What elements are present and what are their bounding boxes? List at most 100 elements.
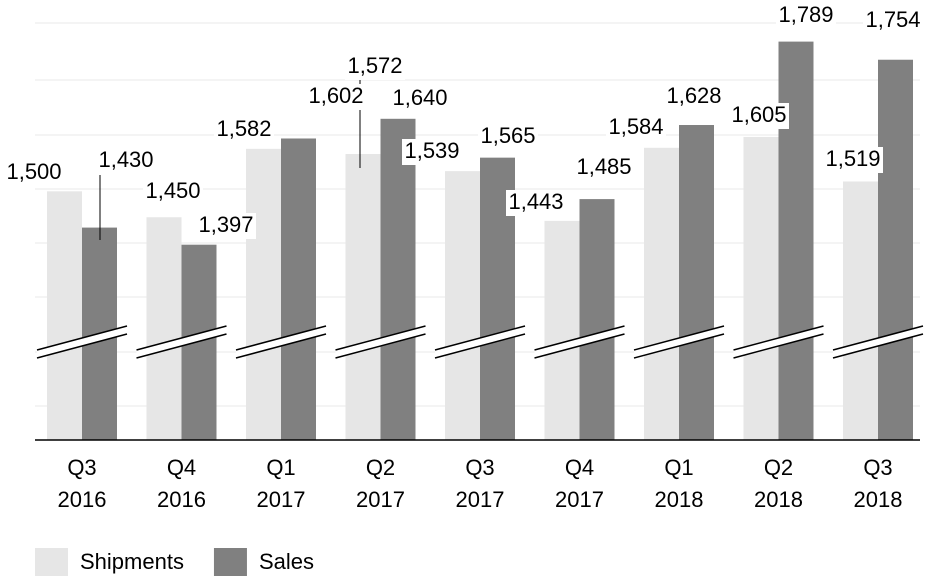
x-tick-label-line: Q4	[167, 455, 196, 480]
value-label: 1,789	[778, 2, 833, 27]
axis-break-line	[434, 325, 526, 351]
bar	[579, 199, 615, 440]
label-bg	[306, 84, 366, 110]
axis-break-line	[832, 325, 924, 351]
bar	[544, 220, 580, 440]
label-bg	[574, 155, 634, 181]
x-tick-label: Q1 2017	[257, 455, 306, 512]
axis-break	[236, 326, 326, 358]
label-bg	[664, 84, 724, 110]
label-bg	[345, 54, 405, 80]
value-label: 1,519	[825, 146, 880, 171]
axis-break-line	[36, 333, 128, 359]
axis-break-line	[832, 333, 924, 359]
bar	[47, 191, 82, 440]
axis-break-line	[235, 325, 327, 351]
x-tick-label: Q2 2018	[754, 455, 803, 512]
value-label: 1,500	[6, 159, 61, 184]
x-tick-label-line: 2017	[555, 487, 604, 512]
label-bg	[143, 179, 203, 205]
value-label: 1,628	[666, 83, 721, 108]
x-tick-label-line: Q3	[67, 455, 96, 480]
label-bg	[402, 139, 462, 165]
label-bg	[863, 8, 923, 34]
value-label: 1,640	[392, 85, 447, 110]
axis-break	[833, 326, 923, 358]
value-label: 1,565	[480, 123, 535, 148]
axis-break-line	[136, 325, 227, 351]
x-tick-label-line: Q2	[366, 455, 395, 480]
legend-label: Sales	[259, 549, 314, 574]
legend-label: Shipments	[80, 549, 184, 574]
x-tick-label-line: 2016	[58, 487, 107, 512]
bar	[843, 181, 878, 440]
x-tick-label-line: Q1	[266, 455, 295, 480]
axis-break	[335, 326, 426, 358]
x-tick-label: Q3 2016	[58, 455, 107, 512]
x-tick-label: Q4 2016	[157, 455, 206, 512]
x-tick-label: Q2 2017	[356, 455, 405, 512]
axis-break	[435, 326, 525, 358]
axis-break	[136, 326, 227, 358]
bar	[345, 154, 381, 440]
value-label: 1,754	[865, 7, 920, 32]
bar	[743, 136, 779, 440]
axis-break	[534, 326, 625, 358]
legend-swatch	[35, 548, 68, 576]
label-bg	[196, 213, 256, 239]
x-tick-label-line: Q2	[764, 455, 793, 480]
axis-break-line	[733, 325, 824, 351]
value-label: 1,450	[145, 178, 200, 203]
value-label: 1,397	[198, 212, 253, 237]
axis-break-line	[633, 325, 725, 351]
axis-break-line	[534, 333, 625, 359]
axis-break-line	[534, 325, 625, 351]
value-label: 1,485	[576, 154, 631, 179]
label-bg	[96, 148, 156, 174]
axis-break	[733, 326, 824, 358]
value-label: 1,430	[98, 147, 153, 172]
label-bg	[478, 124, 538, 150]
x-tick-label-line: Q3	[465, 455, 494, 480]
axis-break	[37, 326, 127, 358]
label-bg	[214, 117, 274, 143]
x-tick-label-line: Q3	[863, 455, 892, 480]
axis-break	[634, 326, 724, 358]
value-label: 1,539	[404, 138, 459, 163]
x-tick-label: Q3 2018	[854, 455, 903, 512]
label-bg	[606, 115, 666, 141]
label-bg	[776, 3, 836, 29]
bar	[644, 147, 679, 440]
axis-break-line	[633, 333, 725, 359]
axis-break-line	[434, 333, 526, 359]
x-tick-label-line: 2018	[655, 487, 704, 512]
x-tick-label: Q3 2017	[456, 455, 505, 512]
axis-break-line	[335, 325, 426, 351]
bar	[246, 148, 281, 440]
axis-break-line	[235, 333, 327, 359]
axis-break-line	[36, 325, 128, 351]
value-label: 1,582	[216, 116, 271, 141]
x-tick-label-line: Q4	[565, 455, 594, 480]
bar	[380, 118, 416, 441]
x-tick-label: Q1 2018	[655, 455, 704, 512]
x-tick-label: Q4 2017	[555, 455, 604, 512]
x-tick-label-line: 2017	[456, 487, 505, 512]
value-label: 1,572	[347, 53, 402, 78]
label-bg	[4, 160, 64, 186]
label-bg	[729, 103, 789, 129]
x-tick-label-line: 2016	[157, 487, 206, 512]
value-label: 1,602	[308, 83, 363, 108]
x-tick-label-line: 2018	[754, 487, 803, 512]
axis-break-line	[136, 333, 227, 359]
x-tick-label-line: 2017	[257, 487, 306, 512]
x-tick-label-line: 2018	[854, 487, 903, 512]
label-bg	[506, 190, 566, 216]
bar	[281, 138, 316, 440]
legend-swatch	[213, 548, 247, 576]
x-tick-label-line: Q1	[664, 455, 693, 480]
axis-break-line	[733, 333, 824, 359]
label-bg	[390, 86, 450, 112]
value-label: 1,605	[731, 102, 786, 127]
